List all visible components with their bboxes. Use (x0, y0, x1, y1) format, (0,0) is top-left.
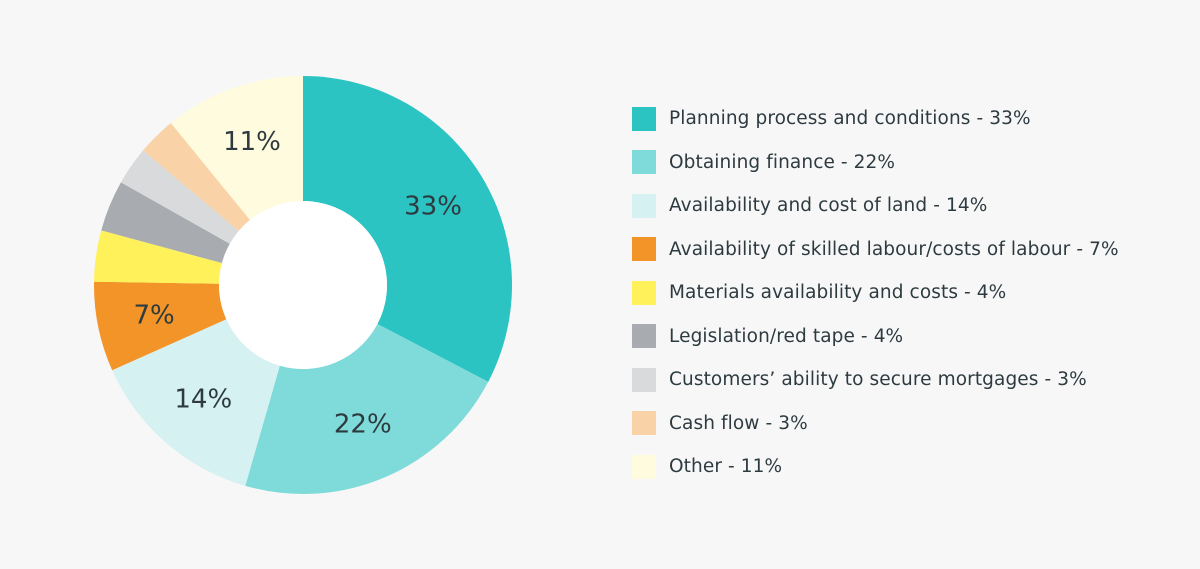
legend-label: Materials availability and costs - 4% (669, 282, 1007, 304)
slice-value-label: 11% (223, 127, 281, 157)
pie-slice (303, 76, 512, 382)
legend-swatch (632, 237, 656, 262)
pie-slice (120, 150, 239, 244)
legend-label: Customers’ ability to secure mortgages -… (669, 369, 1087, 391)
slice-value-label: 33% (404, 191, 462, 221)
pie-slice (94, 230, 222, 284)
pie-slice (112, 319, 280, 486)
pie-slice (94, 281, 227, 371)
legend-item-finance: Obtaining finance - 22% (632, 141, 1119, 185)
legend-swatch (632, 193, 656, 218)
legend: Planning process and conditions - 33% Ob… (632, 97, 1119, 489)
legend-item-materials: Materials availability and costs - 4% (632, 271, 1119, 315)
legend-item-planning: Planning process and conditions - 33% (632, 97, 1119, 141)
slice-value-label: 22% (334, 410, 392, 440)
pie-slice (143, 123, 250, 231)
legend-swatch (632, 454, 656, 479)
legend-item-legislation: Legislation/red tape - 4% (632, 315, 1119, 359)
pie-slice (245, 323, 489, 494)
legend-label: Availability of skilled labour/costs of … (669, 238, 1119, 260)
legend-swatch (632, 367, 656, 392)
legend-label: Cash flow - 3% (669, 412, 808, 434)
donut-chart: 33% 22% 14% 7% 11% (94, 76, 512, 494)
legend-swatch (632, 280, 656, 305)
legend-item-labour: Availability of skilled labour/costs of … (632, 228, 1119, 272)
legend-swatch (632, 106, 656, 131)
legend-label: Availability and cost of land - 14% (669, 195, 988, 217)
legend-swatch (632, 324, 656, 349)
legend-item-cash-flow: Cash flow - 3% (632, 402, 1119, 446)
slice-value-label: 14% (174, 385, 232, 415)
legend-swatch (632, 411, 656, 436)
legend-item-mortgages: Customers’ ability to secure mortgages -… (632, 358, 1119, 402)
legend-item-other: Other - 11% (632, 445, 1119, 489)
legend-label: Legislation/red tape - 4% (669, 325, 904, 347)
legend-label: Obtaining finance - 22% (669, 151, 896, 173)
legend-label: Other - 11% (669, 456, 783, 478)
donut-hole (219, 201, 387, 369)
legend-swatch (632, 150, 656, 175)
pie-slice (101, 182, 230, 264)
donut-chart-area: 33% 22% 14% 7% 11% (94, 76, 512, 494)
legend-label: Planning process and conditions - 33% (669, 108, 1031, 130)
slice-value-label: 7% (133, 301, 174, 331)
pie-slice (170, 76, 303, 220)
legend-item-land: Availability and cost of land - 14% (632, 184, 1119, 228)
